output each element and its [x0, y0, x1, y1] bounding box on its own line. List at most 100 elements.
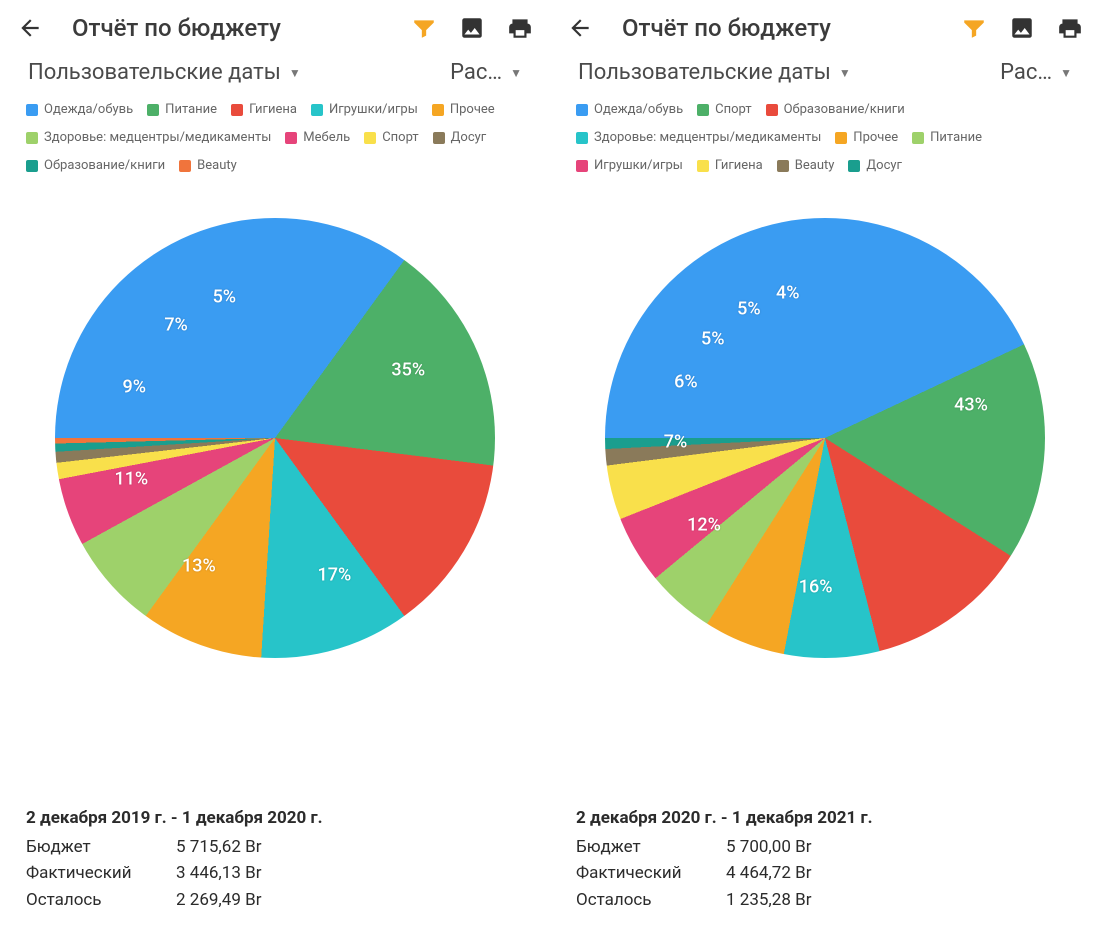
- back-button[interactable]: [562, 10, 598, 46]
- summary-row: Осталось2 269,49 Br: [26, 887, 323, 913]
- image-icon: [1009, 15, 1035, 41]
- legend-swatch: [697, 160, 709, 172]
- legend-swatch: [179, 160, 191, 172]
- legend-swatch: [835, 132, 847, 144]
- legend-label: Гигиена: [715, 157, 763, 175]
- legend-swatch: [576, 132, 588, 144]
- print-button[interactable]: [502, 10, 538, 46]
- legend-swatch: [697, 104, 709, 116]
- image-icon: [459, 15, 485, 41]
- print-button[interactable]: [1052, 10, 1088, 46]
- legend-swatch: [433, 132, 445, 144]
- legend-swatch: [26, 132, 38, 144]
- legend-label: Мебель: [303, 129, 350, 147]
- slice-label: 17%: [318, 564, 352, 585]
- legend-label: Питание: [930, 129, 982, 147]
- filter-button[interactable]: [956, 10, 992, 46]
- legend-item[interactable]: Спорт: [364, 129, 418, 147]
- legend-item[interactable]: Игрушки/игры: [311, 101, 418, 119]
- slice-label: 5%: [213, 286, 236, 307]
- legend-item[interactable]: Образование/книги: [766, 101, 905, 119]
- summary-row: Бюджет5 715,62 Br: [26, 834, 323, 860]
- summary-key: Осталось: [576, 887, 726, 913]
- legend-item[interactable]: Питание: [147, 101, 217, 119]
- legend-item[interactable]: Прочее: [432, 101, 495, 119]
- legend-item[interactable]: Одежда/обувь: [576, 101, 683, 119]
- printer-icon: [1057, 15, 1083, 41]
- legend-item[interactable]: Beauty: [179, 157, 237, 175]
- summary-row: Бюджет5 700,00 Br: [576, 834, 873, 860]
- filter-button[interactable]: [406, 10, 442, 46]
- legend-swatch: [576, 160, 588, 172]
- legend-item[interactable]: Досуг: [433, 129, 487, 147]
- printer-icon: [507, 15, 533, 41]
- summary-value: 2 269,49 Br: [176, 887, 261, 913]
- legend-swatch: [912, 132, 924, 144]
- type-label: Рас…: [450, 60, 502, 85]
- legend-item[interactable]: Одежда/обувь: [26, 101, 133, 119]
- summary-row: Фактический3 446,13 Br: [26, 860, 323, 886]
- legend-swatch: [147, 104, 159, 116]
- legend-item[interactable]: Питание: [912, 129, 982, 147]
- screenshot-button[interactable]: [454, 10, 490, 46]
- topbar: Отчёт по бюджету: [0, 0, 550, 56]
- legend-item[interactable]: Мебель: [285, 129, 350, 147]
- legend-label: Одежда/обувь: [44, 101, 133, 119]
- selectors-row: Пользовательские даты ▼ Рас… ▼: [550, 56, 1100, 95]
- chevron-down-icon: ▼: [510, 66, 522, 80]
- page-title: Отчёт по бюджету: [622, 14, 944, 42]
- chart-legend: Одежда/обувь Спорт Образование/книги Здоров…: [550, 95, 1100, 188]
- legend-label: Здоровье: медцентры/медикаменты: [594, 129, 821, 147]
- slice-label: 5%: [737, 298, 760, 319]
- arrow-left-icon: [17, 15, 43, 41]
- type-selector[interactable]: Рас… ▼: [450, 60, 522, 85]
- legend-label: Beauty: [197, 157, 237, 175]
- pie-chart: 43%16%12%7%6%5%5%4%: [605, 218, 1045, 658]
- summary-value: 3 446,13 Br: [176, 860, 261, 886]
- date-range-label: Пользовательские даты: [28, 60, 281, 85]
- type-selector[interactable]: Рас… ▼: [1000, 60, 1072, 85]
- chart-area: 35%17%13%11%9%7%5%: [0, 188, 550, 658]
- chevron-down-icon: ▼: [839, 66, 851, 80]
- legend-item[interactable]: Здоровье: медцентры/медикаменты: [576, 129, 821, 147]
- legend-label: Досуг: [451, 129, 487, 147]
- slice-label: 43%: [954, 394, 988, 415]
- legend-swatch: [285, 132, 297, 144]
- legend-label: Здоровье: медцентры/медикаменты: [44, 129, 271, 147]
- pie-chart: 35%17%13%11%9%7%5%: [55, 218, 495, 658]
- legend-item[interactable]: Beauty: [777, 157, 835, 175]
- legend-item[interactable]: Образование/книги: [26, 157, 165, 175]
- legend-item[interactable]: Здоровье: медцентры/медикаменты: [26, 129, 271, 147]
- legend-label: Beauty: [795, 157, 835, 175]
- chevron-down-icon: ▼: [289, 66, 301, 80]
- summary-date-range: 2 декабря 2019 г. - 1 декабря 2020 г.: [26, 808, 323, 828]
- legend-swatch: [231, 104, 243, 116]
- chart-area: 43%16%12%7%6%5%5%4%: [550, 188, 1100, 658]
- slice-label: 7%: [164, 315, 187, 336]
- slice-label: 6%: [674, 372, 697, 393]
- back-button[interactable]: [12, 10, 48, 46]
- legend-label: Гигиена: [249, 101, 297, 119]
- date-range-selector[interactable]: Пользовательские даты ▼: [578, 60, 976, 85]
- screenshot-button[interactable]: [1004, 10, 1040, 46]
- legend-item[interactable]: Игрушки/игры: [576, 157, 683, 175]
- slice-label: 9%: [122, 376, 145, 397]
- legend-item[interactable]: Гигиена: [697, 157, 763, 175]
- legend-item[interactable]: Досуг: [848, 157, 902, 175]
- legend-item[interactable]: Прочее: [835, 129, 898, 147]
- summary-key: Осталось: [26, 887, 176, 913]
- legend-item[interactable]: Спорт: [697, 101, 751, 119]
- filter-icon: [961, 15, 987, 41]
- legend-swatch: [576, 104, 588, 116]
- slice-label: 12%: [687, 515, 721, 536]
- legend-swatch: [848, 160, 860, 172]
- chevron-down-icon: ▼: [1060, 66, 1072, 80]
- date-range-selector[interactable]: Пользовательские даты ▼: [28, 60, 426, 85]
- legend-item[interactable]: Гигиена: [231, 101, 297, 119]
- legend-label: Игрушки/игры: [594, 157, 683, 175]
- summary-value: 5 715,62 Br: [176, 834, 261, 860]
- slice-label: 7%: [664, 432, 687, 453]
- legend-swatch: [311, 104, 323, 116]
- summary-key: Фактический: [576, 860, 726, 886]
- summary-key: Бюджет: [26, 834, 176, 860]
